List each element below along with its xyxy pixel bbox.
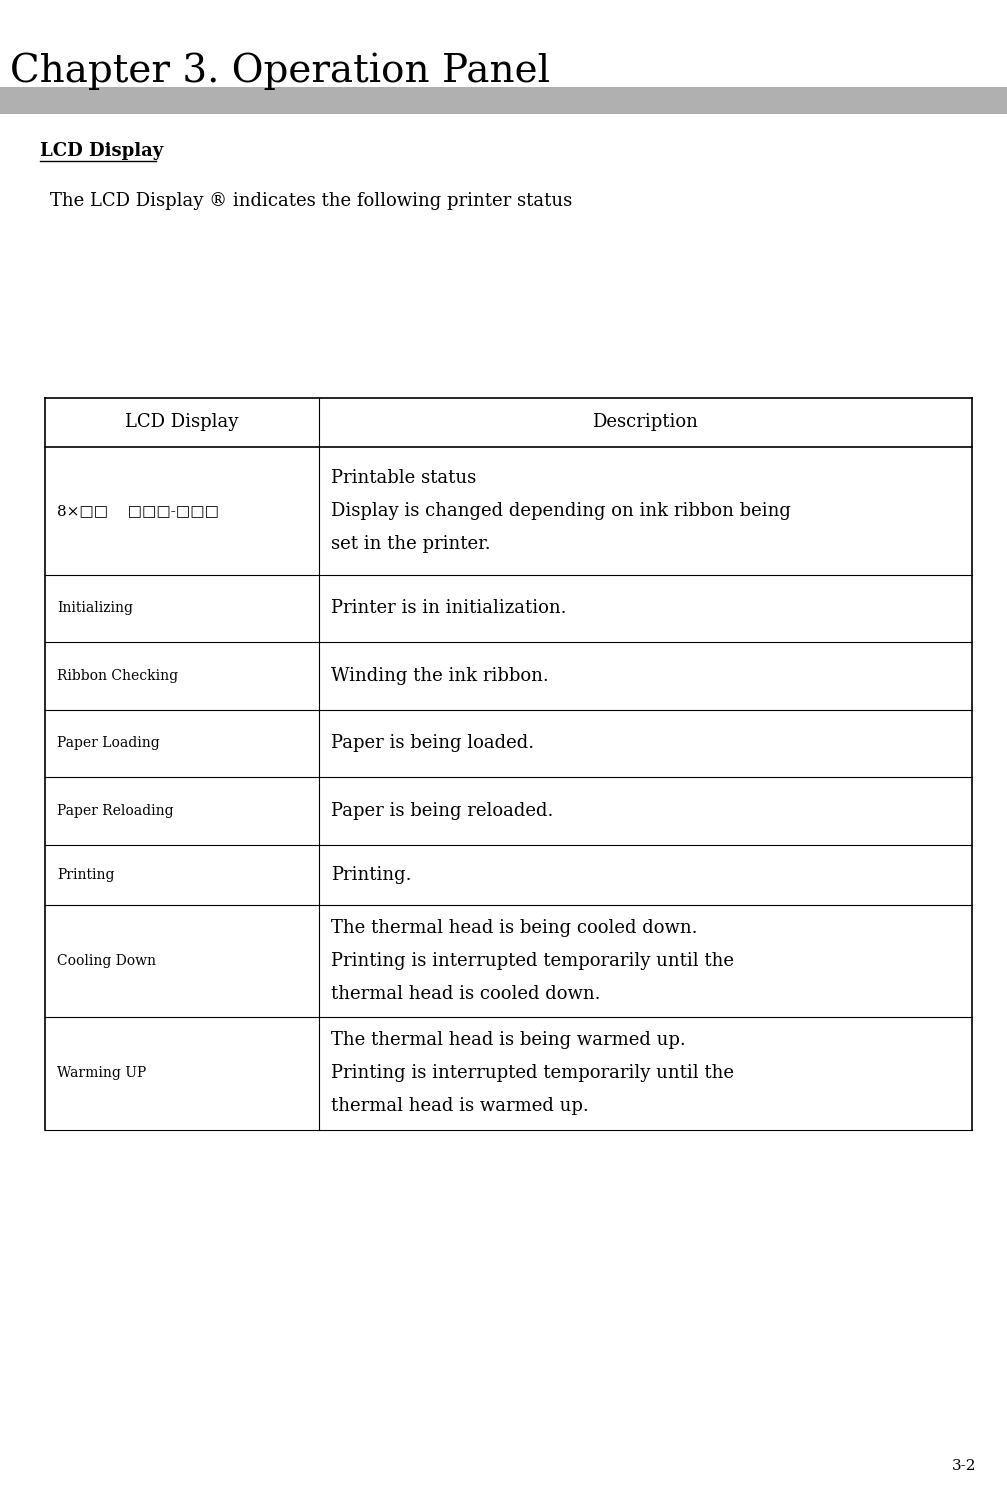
Text: 8×□□    □□□-□□□: 8×□□ □□□-□□□ — [57, 504, 220, 518]
Text: Paper is being loaded.: Paper is being loaded. — [330, 735, 534, 753]
Text: Paper Reloading: Paper Reloading — [57, 804, 174, 818]
Text: LCD Display: LCD Display — [40, 142, 163, 160]
Text: set in the printer.: set in the printer. — [330, 536, 490, 554]
Text: Printing is interrupted temporarily until the: Printing is interrupted temporarily unti… — [330, 1065, 734, 1083]
Text: Ribbon Checking: Ribbon Checking — [57, 669, 178, 682]
Text: Printer is in initialization.: Printer is in initialization. — [330, 598, 566, 618]
Text: Display is changed depending on ink ribbon being: Display is changed depending on ink ribb… — [330, 501, 790, 520]
Text: The LCD Display ® indicates the following printer status: The LCD Display ® indicates the followin… — [50, 192, 573, 210]
Text: 3-2: 3-2 — [953, 1460, 977, 1473]
Text: Winding the ink ribbon.: Winding the ink ribbon. — [330, 666, 549, 684]
Text: The thermal head is being cooled down.: The thermal head is being cooled down. — [330, 918, 697, 936]
Text: Paper Loading: Paper Loading — [57, 736, 160, 750]
Text: Paper is being reloaded.: Paper is being reloaded. — [330, 802, 553, 820]
FancyBboxPatch shape — [0, 87, 1007, 114]
Text: Cooling Down: Cooling Down — [57, 954, 156, 968]
Text: Printing: Printing — [57, 867, 115, 882]
Text: Description: Description — [592, 414, 698, 432]
Text: Printing is interrupted temporarily until the: Printing is interrupted temporarily unti… — [330, 952, 734, 970]
Text: thermal head is warmed up.: thermal head is warmed up. — [330, 1098, 588, 1116]
Text: Warming UP: Warming UP — [57, 1066, 147, 1080]
Text: The thermal head is being warmed up.: The thermal head is being warmed up. — [330, 1032, 686, 1050]
Text: thermal head is cooled down.: thermal head is cooled down. — [330, 986, 600, 1002]
Text: Printing.: Printing. — [330, 865, 411, 883]
Text: LCD Display: LCD Display — [125, 414, 239, 432]
Text: Initializing: Initializing — [57, 602, 133, 615]
Text: Printable status: Printable status — [330, 468, 476, 486]
Text: Chapter 3. Operation Panel: Chapter 3. Operation Panel — [10, 53, 550, 90]
